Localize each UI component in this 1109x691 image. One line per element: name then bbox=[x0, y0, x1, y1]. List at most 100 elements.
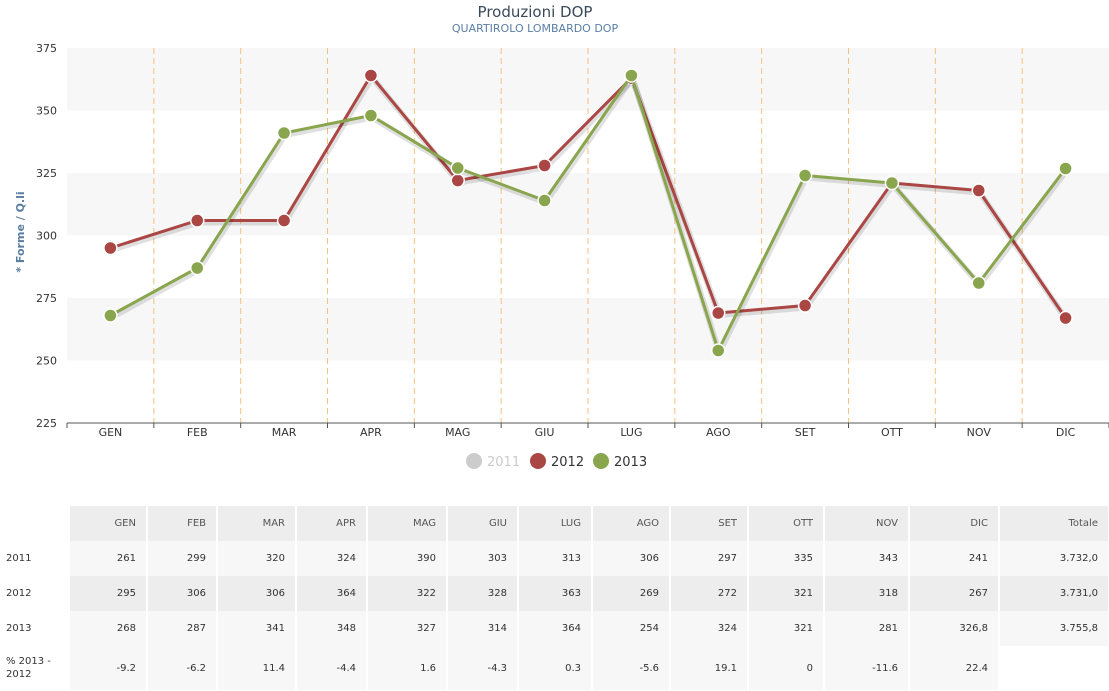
table-cell: 19.1 bbox=[670, 646, 749, 690]
table-cell: 287 bbox=[147, 611, 218, 646]
table-cell: 1.6 bbox=[367, 646, 448, 690]
table-cell: 22.4 bbox=[909, 646, 1000, 690]
data-point-2013 bbox=[1058, 161, 1073, 176]
data-table: GEN FEB MAR APR MAG GIU LUG AGO SET OTT NOV DIC Tota… bbox=[0, 506, 1109, 690]
table-cell: 363 bbox=[518, 576, 593, 611]
data-point-2013 bbox=[363, 108, 379, 123]
data-point-2012 bbox=[711, 305, 726, 321]
table-cell: 261 bbox=[69, 541, 148, 576]
table-cell: 268 bbox=[69, 611, 148, 646]
table-cell: 299 bbox=[147, 541, 218, 576]
x-tick-label: GIU bbox=[535, 426, 555, 439]
table-row: 2011 261 299 320 324 390 303 313 306 297 335 343 241… bbox=[0, 541, 1109, 576]
x-tick-label: GEN bbox=[99, 426, 123, 439]
x-tick-label: LUG bbox=[620, 426, 642, 439]
table-cell: -6.2 bbox=[147, 646, 218, 690]
x-tick-label: DIC bbox=[1056, 426, 1076, 439]
data-point-2012 bbox=[190, 213, 205, 228]
y-tick-label: 225 bbox=[36, 417, 57, 430]
x-tick-label: NOV bbox=[967, 426, 992, 439]
series-line-2012 bbox=[109, 74, 1067, 319]
table-cell: 348 bbox=[296, 611, 368, 646]
table-cell: 3.755,8 bbox=[999, 611, 1109, 646]
x-tick-label: MAG bbox=[445, 426, 470, 439]
line-chart: Produzioni DOP QUARTIROLO LOMBARDO DOP *… bbox=[14, 3, 1109, 470]
data-point-2013 bbox=[797, 168, 813, 183]
table-cell: 0 bbox=[748, 646, 825, 690]
table-row: 2012 295 306 306 364 322 328 363 269 272 321 318 267… bbox=[0, 576, 1109, 611]
data-point-2013 bbox=[103, 308, 118, 323]
table-header-row: GEN FEB MAR APR MAG GIU LUG AGO SET OTT NOV DIC Tota… bbox=[0, 506, 1109, 541]
data-point-2012 bbox=[537, 158, 552, 173]
column-header: SET bbox=[670, 506, 749, 541]
table-cell: 328 bbox=[447, 576, 519, 611]
legend: 2011 2012 2013 bbox=[466, 453, 647, 470]
x-tick-label: MAR bbox=[272, 426, 297, 439]
x-tick-label: OTT bbox=[881, 426, 903, 439]
table-cell: 295 bbox=[69, 576, 148, 611]
x-tick-label: SET bbox=[795, 426, 816, 439]
column-header: GEN bbox=[69, 506, 148, 541]
x-axis: GEN FEB MAR APR MAG GIU LUG AGO SET OTT NOV DIC bbox=[66, 422, 1109, 439]
y-tick-label: 350 bbox=[36, 105, 57, 118]
data-point-2012 bbox=[971, 183, 986, 198]
legend-item-2011[interactable]: 2011 bbox=[466, 453, 520, 470]
data-point-2013 bbox=[190, 260, 205, 276]
table-cell: 318 bbox=[824, 576, 910, 611]
table-row: 2013 268 287 341 348 327 314 364 254 324 321 281 326… bbox=[0, 611, 1109, 646]
column-header: MAG bbox=[367, 506, 448, 541]
legend-label: 2013 bbox=[614, 455, 647, 470]
column-header: NOV bbox=[824, 506, 910, 541]
row-label: % 2013 - 2012 bbox=[0, 646, 70, 690]
table-cell: 314 bbox=[447, 611, 519, 646]
row-label: 2012 bbox=[0, 576, 70, 611]
data-point-2012 bbox=[363, 68, 379, 83]
data-point-2013 bbox=[276, 125, 292, 141]
table-cell: 281 bbox=[824, 611, 910, 646]
row-label: 2011 bbox=[0, 541, 70, 576]
series-shadow bbox=[110, 74, 1070, 322]
table-cell: 267 bbox=[909, 576, 1000, 611]
table-cell: 320 bbox=[217, 541, 297, 576]
column-header: OTT bbox=[748, 506, 825, 541]
table-cell: 324 bbox=[670, 611, 749, 646]
table-cell: 326,8 bbox=[909, 611, 1000, 646]
column-header: FEB bbox=[147, 506, 218, 541]
legend-label: 2011 bbox=[487, 455, 520, 470]
table-cell: 313 bbox=[518, 541, 593, 576]
table-cell: -11.6 bbox=[824, 646, 910, 690]
legend-marker bbox=[530, 453, 546, 469]
table-cell: -5.6 bbox=[592, 646, 671, 690]
legend-item-2012[interactable]: 2012 bbox=[530, 453, 584, 470]
table-cell: 306 bbox=[217, 576, 297, 611]
y-tick-label: 275 bbox=[36, 292, 57, 305]
table-cell: 269 bbox=[592, 576, 671, 611]
legend-marker bbox=[593, 453, 609, 469]
chart-title: Produzioni DOP bbox=[478, 3, 593, 21]
x-tick-label: APR bbox=[360, 426, 382, 439]
data-point-2013 bbox=[971, 275, 986, 291]
table-cell: 321 bbox=[748, 611, 825, 646]
data-point-2012 bbox=[276, 213, 292, 228]
table-cell: 364 bbox=[518, 611, 593, 646]
table-cell: 0.3 bbox=[518, 646, 593, 690]
table-cell bbox=[999, 646, 1109, 690]
table-cell: 3.732,0 bbox=[999, 541, 1109, 576]
vertical-gridlines bbox=[153, 48, 1023, 423]
table-cell: 11.4 bbox=[217, 646, 297, 690]
data-point-2012 bbox=[450, 173, 465, 188]
data-point-2012 bbox=[1058, 310, 1073, 326]
column-header: MAR bbox=[217, 506, 297, 541]
y-tick-label: 325 bbox=[36, 167, 57, 180]
data-point-2012 bbox=[103, 240, 118, 256]
table-cell: 306 bbox=[147, 576, 218, 611]
series-line-2013 bbox=[109, 74, 1067, 352]
table-cell: 3.731,0 bbox=[999, 576, 1109, 611]
legend-item-2013[interactable]: 2013 bbox=[593, 453, 647, 470]
table-cell: 324 bbox=[296, 541, 368, 576]
column-header: Totale bbox=[999, 506, 1109, 541]
table-cell: -9.2 bbox=[69, 646, 148, 690]
table-cell: 327 bbox=[367, 611, 448, 646]
chart-subtitle: QUARTIROLO LOMBARDO DOP bbox=[452, 22, 619, 35]
y-tick-label: 250 bbox=[36, 355, 57, 368]
